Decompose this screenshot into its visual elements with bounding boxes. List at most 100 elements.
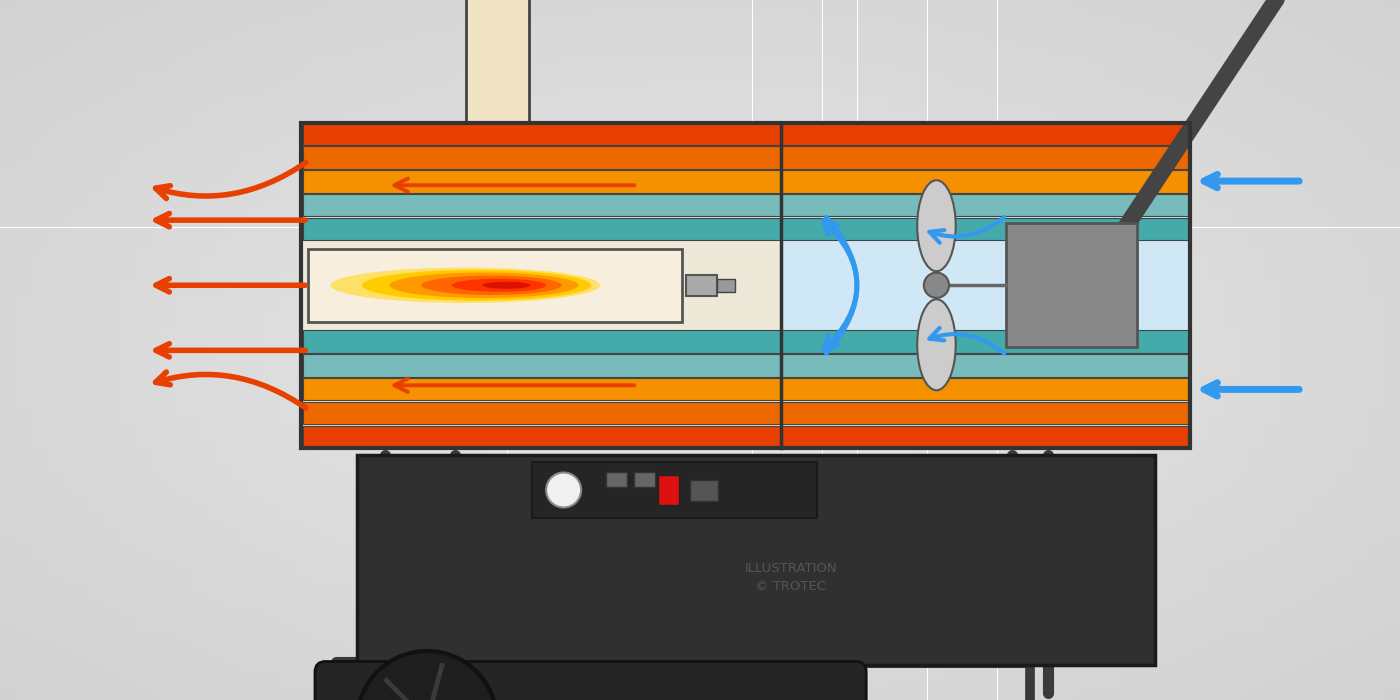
- Bar: [193, 673, 210, 682]
- Bar: [910, 657, 927, 665]
- Bar: [455, 228, 473, 237]
- Bar: [403, 298, 420, 307]
- Bar: [665, 692, 683, 700]
- Bar: [857, 638, 875, 648]
- Bar: [560, 193, 577, 202]
- Bar: [1137, 473, 1155, 482]
- Bar: [1225, 665, 1243, 673]
- Bar: [70, 657, 87, 665]
- Bar: [1277, 622, 1295, 630]
- Bar: [193, 455, 210, 463]
- Bar: [1137, 79, 1155, 88]
- Bar: [1067, 533, 1085, 542]
- Bar: [1243, 560, 1260, 568]
- Bar: [910, 665, 927, 673]
- Bar: [770, 289, 787, 298]
- Bar: [1347, 280, 1365, 288]
- Bar: [787, 88, 805, 96]
- Bar: [735, 377, 752, 385]
- Bar: [893, 692, 910, 700]
- Bar: [1085, 692, 1103, 700]
- Bar: [53, 595, 70, 603]
- Bar: [1260, 568, 1277, 578]
- Bar: [613, 88, 630, 96]
- Bar: [385, 393, 403, 402]
- Bar: [1173, 332, 1190, 342]
- Bar: [175, 648, 193, 657]
- Bar: [543, 463, 560, 473]
- Bar: [1295, 665, 1313, 673]
- Bar: [1313, 552, 1330, 560]
- Bar: [175, 412, 193, 420]
- Bar: [403, 578, 420, 587]
- Bar: [123, 587, 140, 595]
- Bar: [193, 542, 210, 552]
- Bar: [1243, 332, 1260, 342]
- Bar: [1260, 622, 1277, 630]
- Bar: [1155, 158, 1173, 167]
- Bar: [455, 622, 473, 630]
- Bar: [910, 560, 927, 568]
- Bar: [297, 35, 315, 43]
- Bar: [543, 324, 560, 332]
- Bar: [455, 525, 473, 533]
- Bar: [1067, 420, 1085, 428]
- Bar: [70, 307, 87, 315]
- Bar: [1313, 595, 1330, 603]
- Bar: [595, 552, 613, 560]
- Bar: [385, 8, 403, 18]
- Bar: [333, 368, 350, 377]
- Bar: [473, 533, 490, 542]
- Bar: [683, 622, 700, 630]
- Bar: [1295, 578, 1313, 587]
- Bar: [787, 132, 805, 140]
- Bar: [1155, 280, 1173, 288]
- Bar: [1243, 682, 1260, 692]
- Bar: [0, 62, 17, 70]
- Bar: [437, 482, 455, 490]
- Bar: [665, 26, 683, 35]
- Bar: [1277, 158, 1295, 167]
- Bar: [367, 289, 385, 298]
- Bar: [280, 682, 297, 692]
- Bar: [1347, 272, 1365, 280]
- Bar: [840, 603, 857, 612]
- Bar: [140, 315, 157, 323]
- Bar: [595, 533, 613, 542]
- Bar: [333, 26, 350, 35]
- Bar: [175, 402, 193, 412]
- Bar: [455, 638, 473, 648]
- Bar: [357, 455, 1155, 665]
- Bar: [280, 52, 297, 62]
- Bar: [753, 43, 770, 52]
- Bar: [35, 402, 53, 412]
- Bar: [700, 525, 717, 533]
- Bar: [1033, 88, 1050, 96]
- Bar: [787, 202, 805, 210]
- Bar: [980, 307, 997, 315]
- Bar: [875, 332, 893, 342]
- Bar: [1295, 463, 1313, 473]
- Bar: [1330, 35, 1347, 43]
- Bar: [1067, 368, 1085, 377]
- Bar: [105, 648, 123, 657]
- Bar: [315, 638, 333, 648]
- Bar: [1330, 70, 1347, 79]
- Bar: [1243, 18, 1260, 26]
- Bar: [997, 8, 1015, 18]
- Bar: [647, 358, 665, 368]
- Bar: [193, 463, 210, 473]
- Bar: [1190, 402, 1207, 412]
- Bar: [304, 330, 1187, 353]
- Bar: [1260, 560, 1277, 568]
- Bar: [647, 533, 665, 542]
- Bar: [840, 490, 857, 498]
- Bar: [1085, 587, 1103, 595]
- Bar: [263, 568, 280, 578]
- Bar: [997, 665, 1015, 673]
- Bar: [385, 595, 403, 603]
- Bar: [1347, 552, 1365, 560]
- Bar: [717, 272, 735, 280]
- Bar: [665, 149, 683, 158]
- Bar: [700, 490, 717, 498]
